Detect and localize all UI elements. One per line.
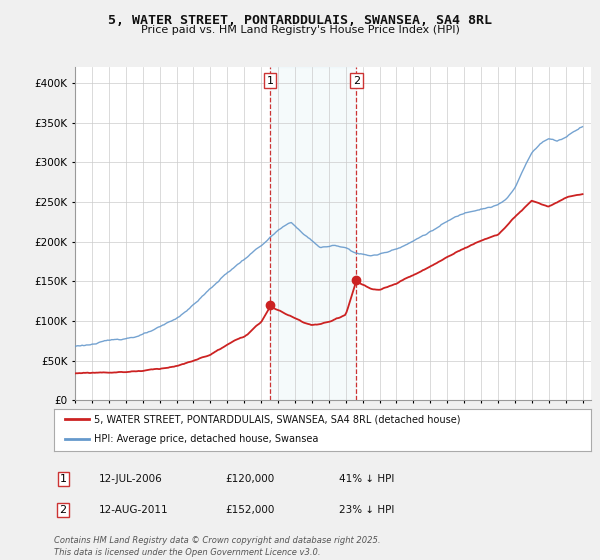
Text: 1: 1 bbox=[266, 76, 274, 86]
Text: 12-AUG-2011: 12-AUG-2011 bbox=[99, 505, 169, 515]
Text: 41% ↓ HPI: 41% ↓ HPI bbox=[339, 474, 394, 484]
Text: 5, WATER STREET, PONTARDDULAIS, SWANSEA, SA4 8RL (detached house): 5, WATER STREET, PONTARDDULAIS, SWANSEA,… bbox=[94, 414, 461, 424]
Text: 23% ↓ HPI: 23% ↓ HPI bbox=[339, 505, 394, 515]
Text: Contains HM Land Registry data © Crown copyright and database right 2025.
This d: Contains HM Land Registry data © Crown c… bbox=[54, 536, 380, 557]
Text: 5, WATER STREET, PONTARDDULAIS, SWANSEA, SA4 8RL: 5, WATER STREET, PONTARDDULAIS, SWANSEA,… bbox=[108, 14, 492, 27]
Text: £152,000: £152,000 bbox=[225, 505, 274, 515]
Text: Price paid vs. HM Land Registry's House Price Index (HPI): Price paid vs. HM Land Registry's House … bbox=[140, 25, 460, 35]
Text: 1: 1 bbox=[59, 474, 67, 484]
Text: HPI: Average price, detached house, Swansea: HPI: Average price, detached house, Swan… bbox=[94, 434, 319, 444]
Bar bbox=[270, 67, 356, 400]
Text: 2: 2 bbox=[59, 505, 67, 515]
Text: 12-JUL-2006: 12-JUL-2006 bbox=[99, 474, 163, 484]
Text: 2: 2 bbox=[353, 76, 360, 86]
Text: £120,000: £120,000 bbox=[225, 474, 274, 484]
